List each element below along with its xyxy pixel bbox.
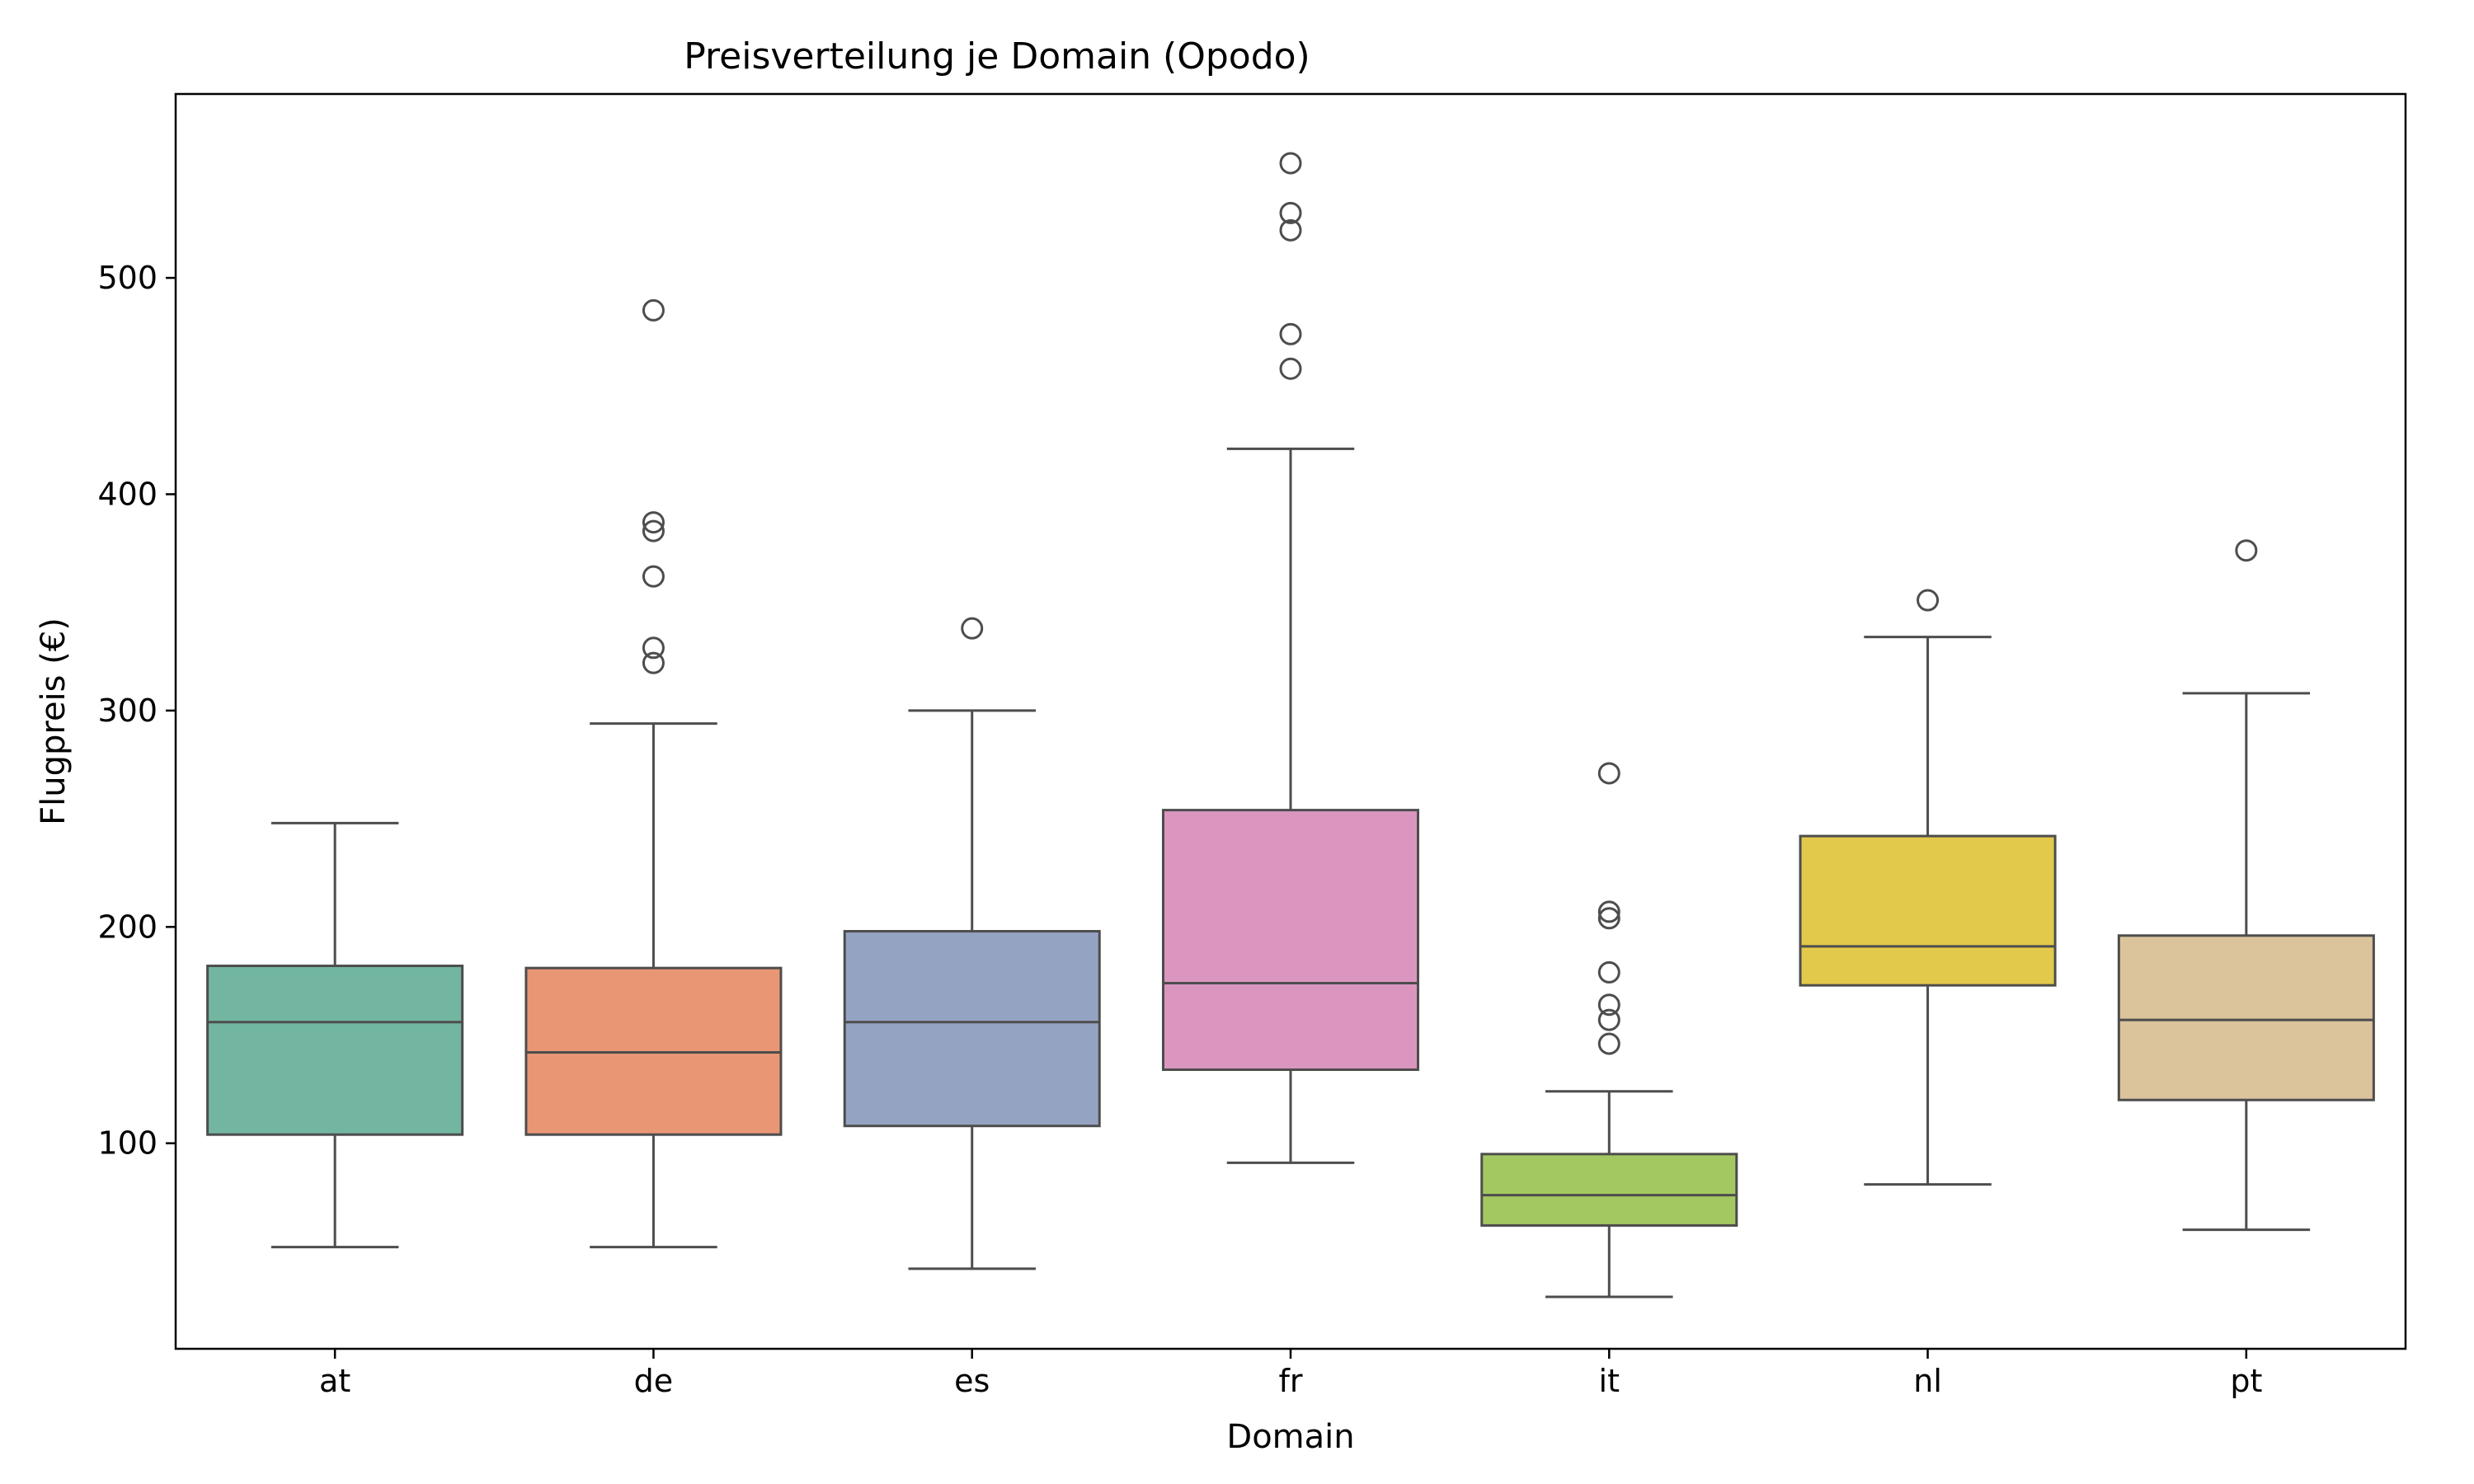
box-group-pt [2117,539,2375,1232]
x-tick-label-fr: fr [1278,1363,1302,1399]
box-nl [1799,834,2057,987]
outlier-point [1597,1008,1620,1031]
outlier-point [642,636,665,660]
box-group-de [524,298,783,1249]
x-tick-label-nl: nl [1913,1363,1942,1399]
box-group-at [206,821,464,1249]
x-tick-label-de: de [634,1363,674,1399]
outlier-point [642,298,665,322]
box-group-nl [1799,589,2057,1186]
box-group-es [843,617,1101,1270]
plot-area [206,152,2375,1298]
outlier-point [1279,201,1302,224]
outlier-point [1597,907,1620,930]
x-tick-label-es: es [954,1363,990,1399]
y-tick-label: 100 [97,1125,158,1162]
box-at [206,965,464,1136]
x-tick-label-at: at [319,1363,350,1399]
y-tick-label: 200 [97,909,158,945]
x-axis-label: Domain [1226,1418,1354,1456]
box-it [1480,1153,1738,1227]
y-tick-label: 400 [97,476,158,512]
x-tick-label-pt: pt [2230,1363,2262,1399]
box-es [843,930,1101,1128]
box-pt [2117,934,2375,1101]
y-tick-label: 500 [97,260,158,296]
y-axis-label: Flugpreis (€) [35,618,73,825]
outlier-point [642,519,665,542]
outlier-point [1597,993,1620,1017]
axes: 100 200 300 400 500 at de es fr it nl pt [97,260,2262,1399]
outlier-point [1597,762,1620,785]
chart-title: Preisverteilung je Domain (Opodo) [684,35,1310,77]
outlier-point [1279,218,1302,242]
outlier-point [1597,900,1620,923]
outlier-point [642,565,665,588]
y-tick-label: 300 [97,693,158,729]
box-group-it [1480,762,1738,1298]
box-group-fr [1161,152,1420,1164]
outlier-point [2235,539,2258,562]
x-tick-label-it: it [1599,1363,1620,1399]
outlier-point [1917,589,1940,612]
outlier-point [1279,357,1302,380]
outlier-point [1597,1032,1620,1055]
outlier-point [642,651,665,674]
outlier-point [1597,960,1620,984]
outlier-point [1279,152,1302,175]
outlier-point [1279,322,1302,345]
outlier-point [961,617,984,640]
box-fr [1161,809,1420,1071]
outlier-point [642,511,665,534]
